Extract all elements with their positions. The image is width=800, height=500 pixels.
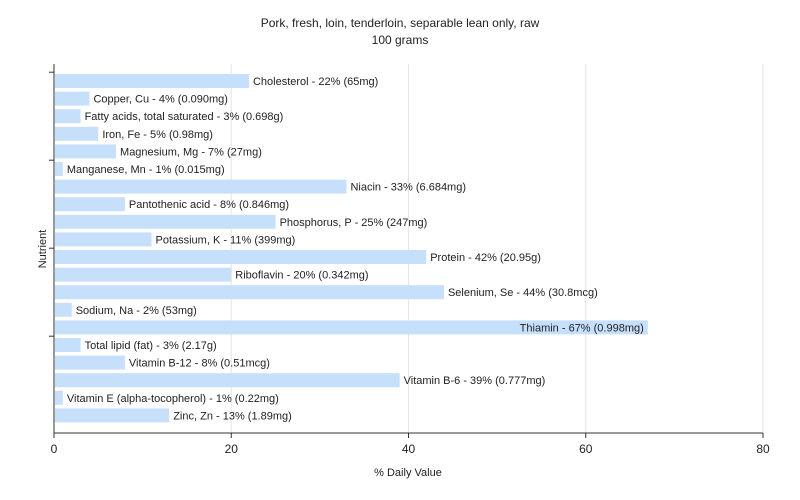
bars: Cholesterol - 22% (65mg) Copper, Cu - 4% … [55, 74, 648, 423]
bar [55, 302, 72, 317]
x-tick-label: 60 [579, 442, 593, 456]
bar-label: Total lipid (fat) - 3% (2.17g) [85, 340, 217, 352]
bar-label: Vitamin B-12 - 8% (0.51mcg) [129, 358, 270, 370]
bar-label: Riboflavin - 20% (0.342mg) [235, 270, 368, 282]
x-ticks: 0 20 40 60 80 [51, 433, 770, 456]
bar-label: Iron, Fe - 5% (0.98mg) [102, 129, 213, 141]
bar-label: Protein - 42% (20.95g) [430, 252, 541, 264]
bar [55, 355, 125, 370]
bar-label: Cholesterol - 22% (65mg) [253, 76, 378, 88]
bar-label: Niacin - 33% (6.684mg) [350, 182, 466, 194]
bar-label: Vitamin E (alpha-tocopherol) - 1% (0.22m… [67, 393, 279, 405]
bar [55, 126, 99, 141]
bar-label: Copper, Cu - 4% (0.090mg) [93, 94, 228, 106]
bar [55, 144, 117, 159]
x-tick-label: 80 [756, 442, 770, 456]
bar-label: Manganese, Mn - 1% (0.015mg) [67, 164, 225, 176]
bar [55, 285, 444, 300]
bar [55, 74, 249, 88]
bar-label: Magnesium, Mg - 7% (27mg) [120, 146, 262, 158]
bar [55, 232, 152, 247]
bar [55, 197, 125, 212]
x-axis-title: % Daily Value [374, 467, 442, 479]
y-axis-title: Nutrient [37, 230, 49, 269]
bar-label: Potassium, K - 11% (399mg) [155, 234, 295, 246]
bar [55, 373, 400, 388]
bar-label: Phosphorus, P - 25% (247mg) [280, 217, 428, 229]
bar [55, 320, 648, 335]
bar [55, 390, 63, 405]
x-tick-label: 20 [225, 442, 239, 456]
bar-label: Selenium, Se - 44% (30.8mcg) [448, 287, 598, 299]
bar-label: Zinc, Zn - 13% (1.89mg) [173, 410, 292, 422]
chart-title: Pork, fresh, loin, tenderloin, separable… [261, 16, 540, 30]
bar [55, 162, 63, 176]
bar [55, 109, 81, 124]
bar-label: Sodium, Na - 2% (53mg) [76, 305, 197, 317]
bar [55, 179, 347, 194]
bar [55, 267, 232, 282]
x-tick-label: 40 [402, 442, 416, 456]
x-tick-label: 0 [51, 442, 58, 456]
bar-label: Fatty acids, total saturated - 3% (0.698… [85, 111, 284, 123]
bar-label: Vitamin B-6 - 39% (0.777mg) [404, 375, 546, 387]
bar [55, 91, 90, 106]
bar [55, 408, 170, 423]
bar [55, 338, 81, 352]
gridlines [230, 64, 764, 433]
bar-label: Thiamin - 67% (0.998mg) [520, 322, 644, 334]
bar [55, 250, 427, 264]
bar-label: Pantothenic acid - 8% (0.846mg) [129, 199, 289, 211]
chart-subtitle: 100 grams [372, 33, 429, 47]
bar [55, 214, 276, 229]
